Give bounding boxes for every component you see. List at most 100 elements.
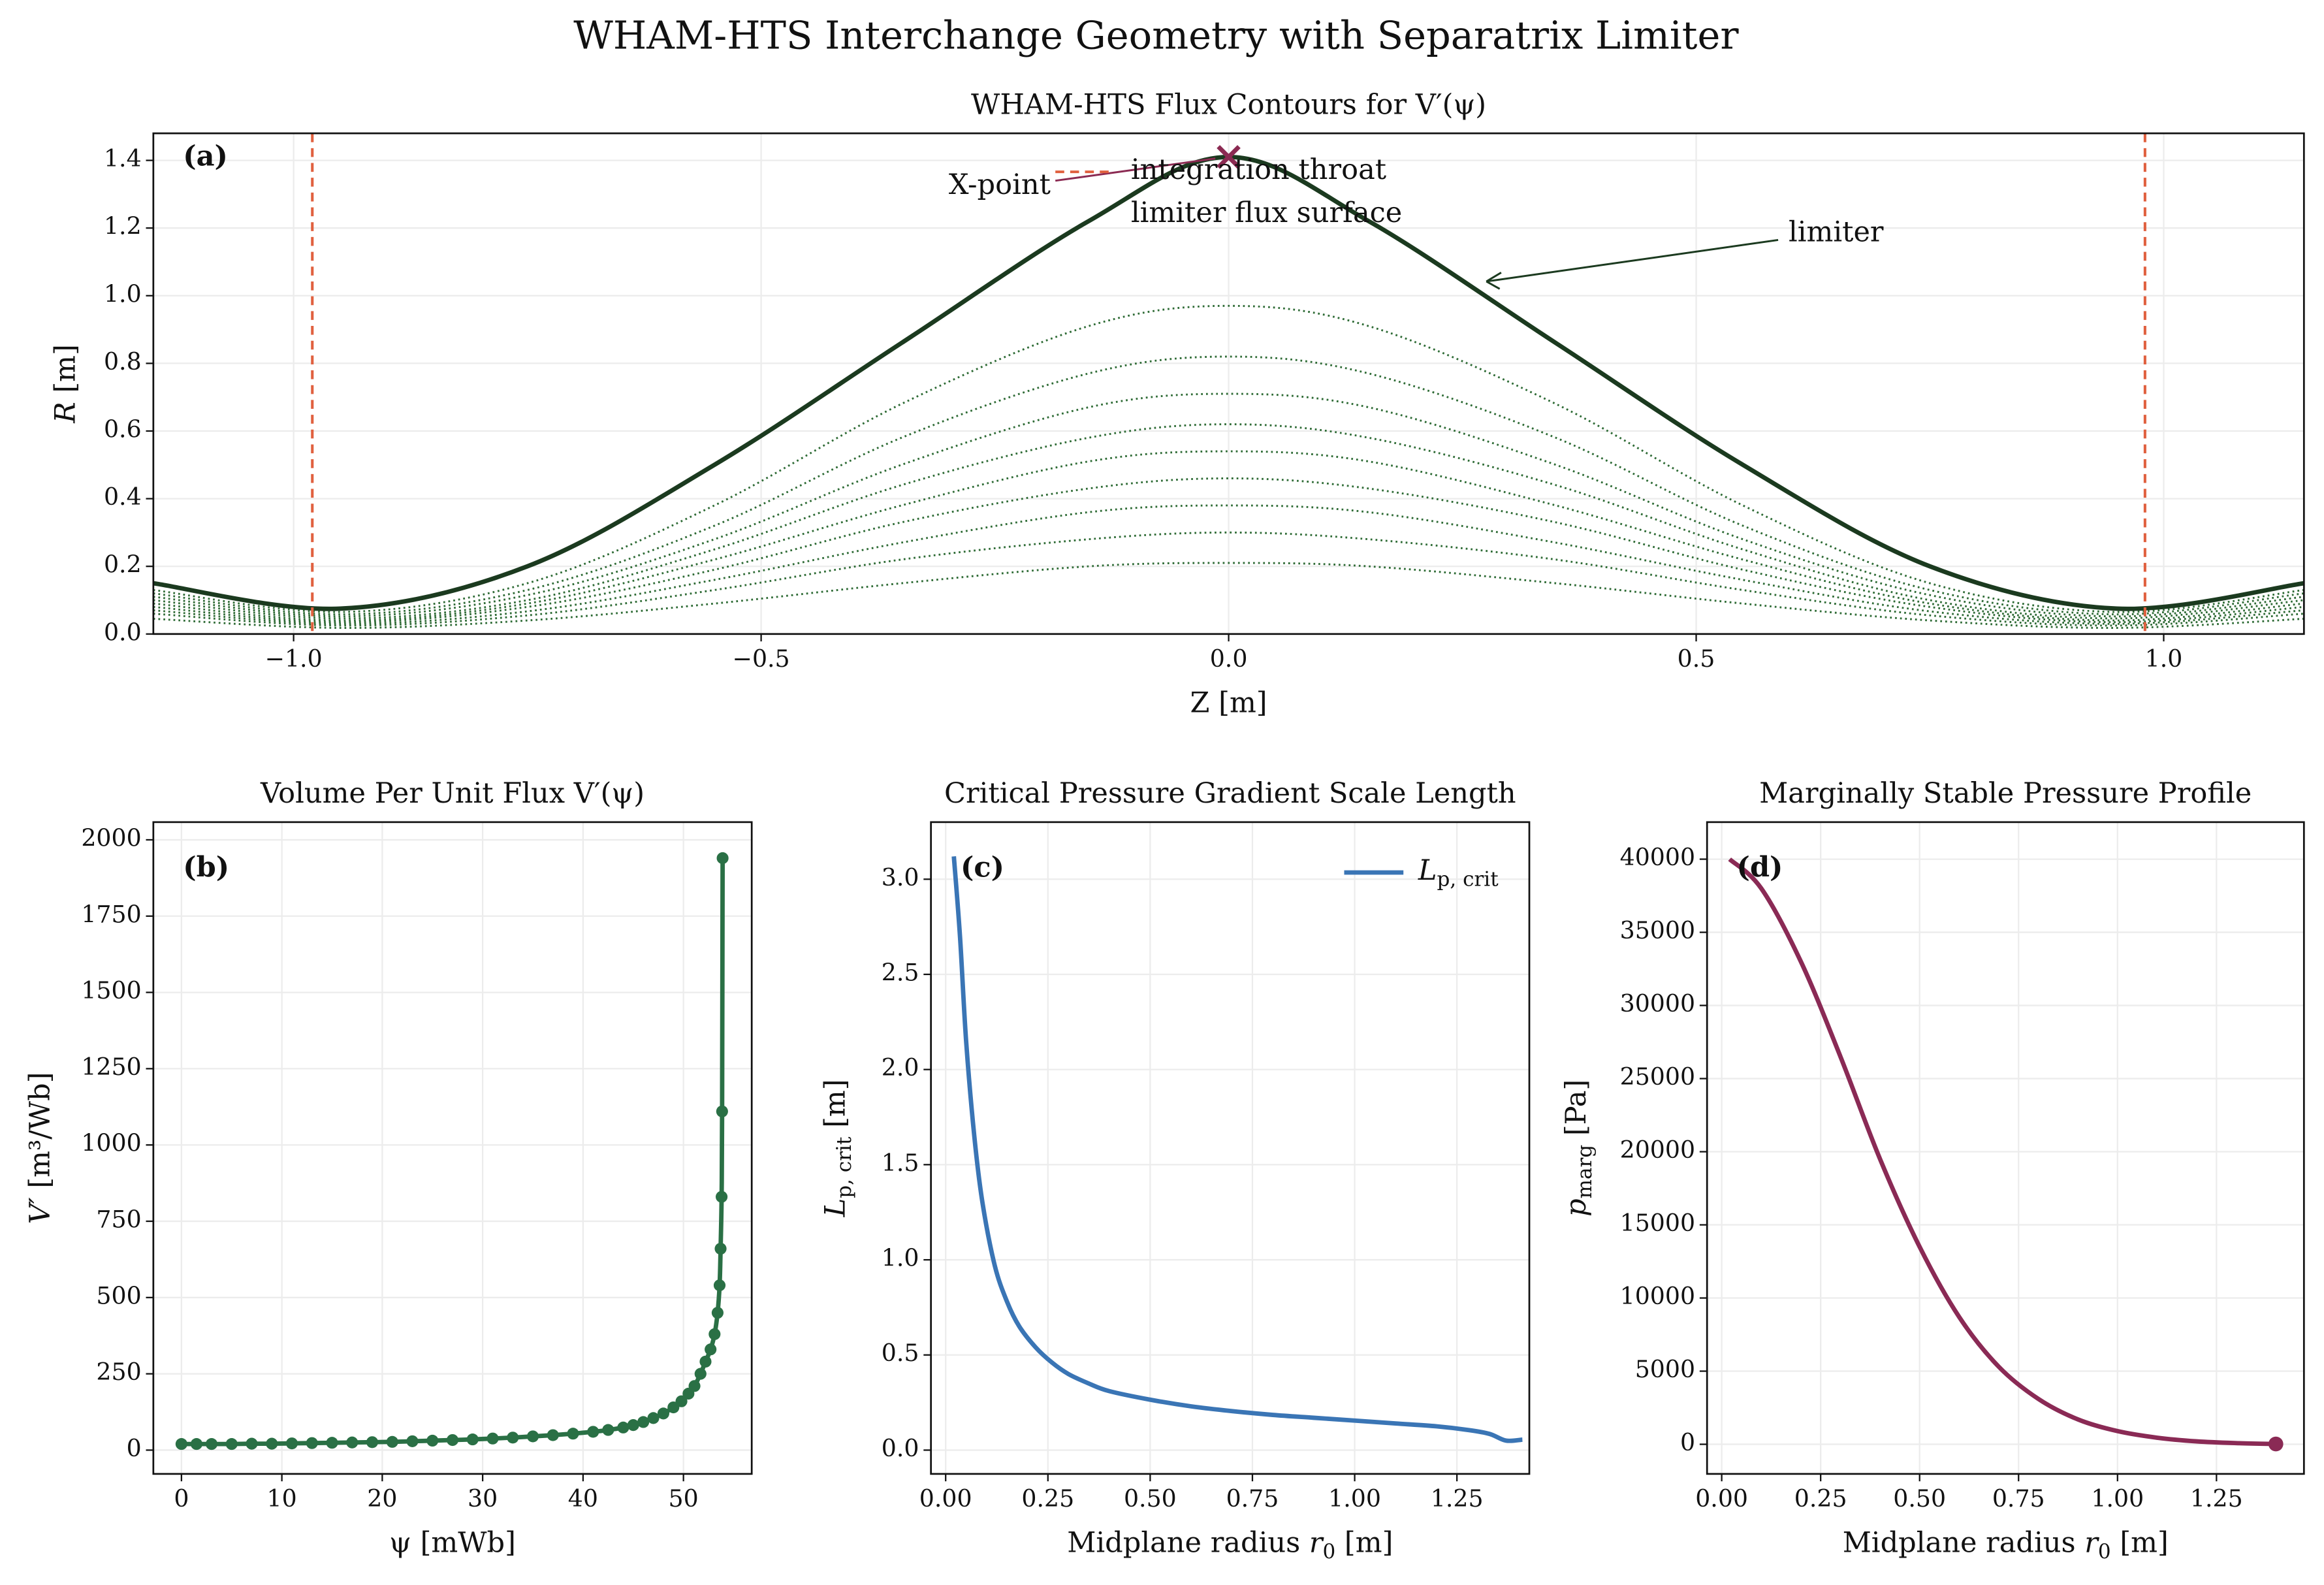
label-var: r: [2084, 1527, 2099, 1560]
x-tick-label: 0.00: [1695, 1484, 1748, 1513]
x-tick-label: 1.00: [1328, 1484, 1381, 1513]
axes-frame: [152, 821, 753, 1475]
plot-area: [951, 856, 1523, 1443]
x-tick-label: 1.25: [1431, 1484, 1484, 1513]
panel-label: (d): [1737, 851, 1783, 884]
contour-line: [153, 304, 2304, 613]
label-main: Midplane radius: [1843, 1527, 2085, 1560]
data-point: [426, 1434, 439, 1447]
y-tick-label: 1.2: [104, 212, 142, 240]
y-tick-label: 250: [96, 1358, 141, 1386]
x-tick-label: 0.25: [1021, 1484, 1074, 1513]
data-point: [446, 1433, 459, 1447]
x-tick-label: 40: [568, 1484, 598, 1513]
label-main: V′: [24, 1197, 57, 1224]
data-point: [225, 1438, 238, 1450]
panel-title: Marginally Stable Pressure Profile: [1759, 777, 2252, 810]
x-tick-label: 1.00: [2091, 1484, 2144, 1513]
x-point-label: X-point: [949, 168, 1051, 201]
data-point: [285, 1437, 298, 1450]
label-unit: [m]: [1335, 1527, 1393, 1560]
y-axis-label: V′ [m³/Wb]: [24, 1072, 57, 1225]
y-tick-label: 0.4: [104, 483, 142, 511]
label-main: R: [49, 402, 82, 423]
label-sub: p, crit: [833, 1136, 856, 1198]
legend-label: Lp, crit: [1418, 854, 1499, 891]
data-point: [466, 1433, 479, 1446]
x-tick-label: 0.00: [919, 1484, 972, 1513]
data-point: [694, 1368, 707, 1380]
y-tick-label: 1.0: [882, 1244, 919, 1272]
label-var: r: [1309, 1527, 1324, 1560]
x-axis-label: Midplane radius r0 [m]: [1067, 1527, 1393, 1563]
y-tick-label: 0.2: [104, 551, 142, 579]
data-point: [386, 1435, 398, 1448]
axes-frame: [930, 821, 1531, 1475]
y-tick-label: 1500: [81, 976, 141, 1004]
data-point: [637, 1416, 650, 1428]
data-point: [716, 852, 729, 865]
panel-label: (b): [183, 851, 229, 884]
y-tick-label: 0.5: [882, 1339, 919, 1367]
data-point: [688, 1380, 701, 1392]
y-tick-label: 2.0: [882, 1053, 919, 1081]
y-tick-label: 1250: [81, 1053, 141, 1081]
y-tick-label: 5000: [1635, 1355, 1695, 1383]
panel-title: Critical Pressure Gradient Scale Length: [944, 777, 1516, 810]
data-point: [713, 1279, 726, 1292]
contour-line: [153, 392, 2304, 618]
contour-line: [153, 562, 2304, 629]
data-point: [205, 1438, 218, 1450]
data-point: [699, 1355, 712, 1368]
y-tick-label: 40000: [1620, 843, 1695, 871]
label-main: Midplane radius: [1067, 1527, 1309, 1560]
label-main: L: [820, 1198, 852, 1218]
data-point: [708, 1328, 721, 1340]
x-tick-label: 50: [669, 1484, 699, 1513]
data-line: [1728, 857, 2276, 1447]
y-tick-label: 0: [1680, 1428, 1695, 1456]
y-tick-label: 2.5: [882, 958, 919, 986]
x-tick-label: 1.25: [2190, 1484, 2243, 1513]
x-tick-label: 0.5: [1678, 645, 1715, 673]
y-axis-label: Lp, crit [m]: [820, 1079, 856, 1217]
y-tick-label: 3.0: [882, 863, 919, 891]
y-tick-label: 10000: [1620, 1282, 1695, 1310]
x-point-arrow: [1055, 157, 1216, 182]
x-tick-label: −0.5: [733, 645, 790, 673]
x-point-marker: [1217, 145, 1241, 169]
y-tick-label: 0.0: [882, 1434, 919, 1462]
data-point: [716, 1105, 728, 1117]
label-main: Z: [1190, 687, 1210, 720]
data-point: [547, 1429, 559, 1441]
panel-title: Volume Per Unit Flux V′(ψ): [260, 777, 645, 810]
label-sub: 0: [1322, 1540, 1335, 1563]
data-point: [716, 1191, 728, 1203]
panel-label: (a): [183, 140, 228, 173]
label-main: p: [1560, 1198, 1593, 1217]
x-tick-label: 0.75: [1992, 1484, 2045, 1513]
y-axis-label: R [m]: [49, 344, 82, 424]
label-unit: [mWb]: [411, 1527, 516, 1560]
label-unit: [m]: [49, 344, 82, 402]
data-point: [326, 1437, 338, 1449]
x-tick-label: −1.0: [265, 645, 323, 673]
annotation-arrow: [1486, 238, 1779, 283]
label-unit: [Pa]: [1560, 1080, 1593, 1145]
x-tick-label: 0.25: [1794, 1484, 1847, 1513]
figure-title: WHAM-HTS Interchange Geometry with Separ…: [573, 13, 1739, 58]
end-point: [2268, 1436, 2284, 1452]
contour-line: [153, 531, 2304, 627]
x-axis-label: Midplane radius r0 [m]: [1843, 1527, 2169, 1563]
plot-area: [175, 852, 729, 1450]
x-tick-label: 0.75: [1226, 1484, 1279, 1513]
data-point: [627, 1419, 639, 1432]
data-point: [526, 1430, 539, 1443]
contour-line: [153, 477, 2304, 624]
x-tick-label: 1.0: [2145, 645, 2183, 673]
label-sub: p, crit: [1437, 867, 1499, 891]
y-tick-label: 1750: [81, 900, 141, 928]
data-point: [567, 1428, 579, 1440]
data-point: [617, 1421, 629, 1433]
